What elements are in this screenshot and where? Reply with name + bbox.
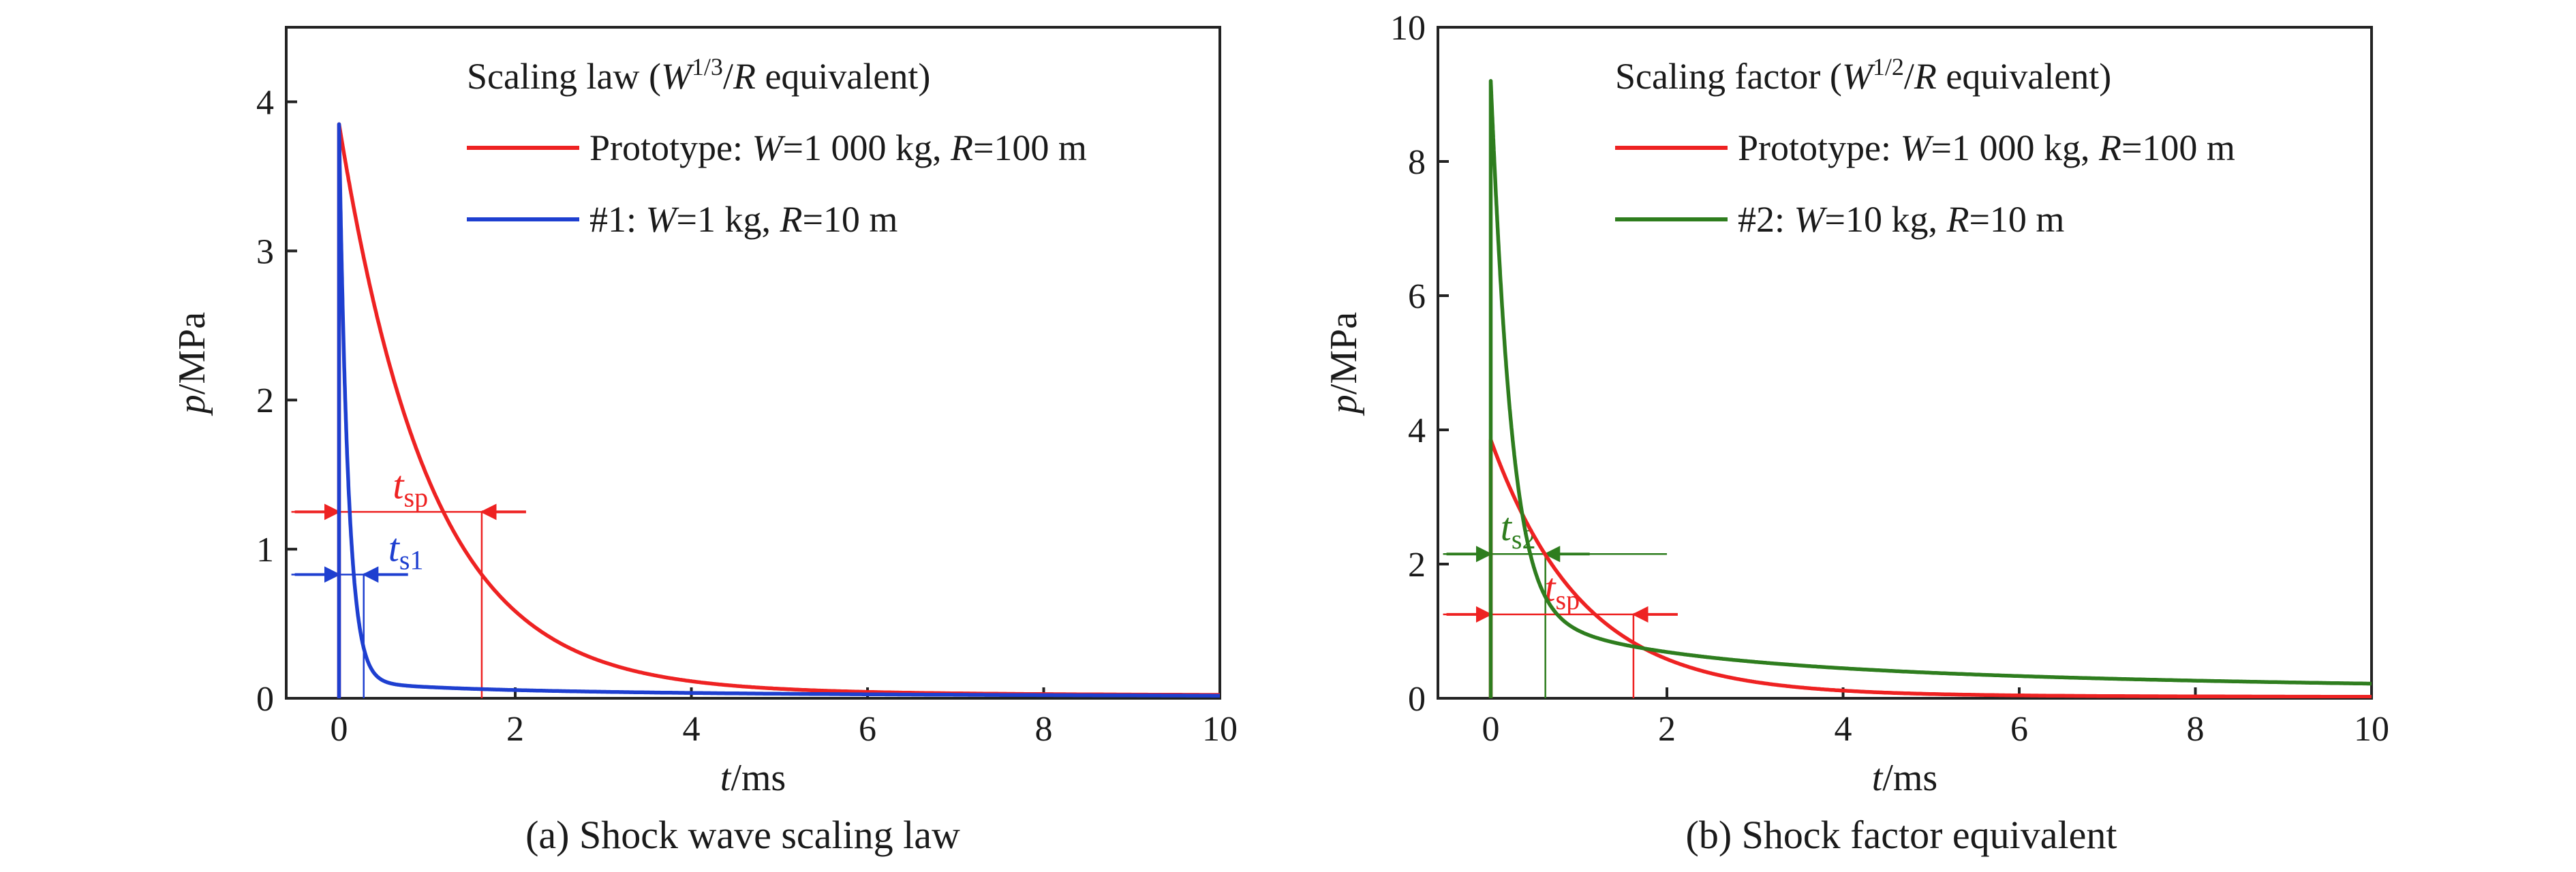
x-tick-label: 2 [1658, 710, 1676, 749]
y-tick-label: 2 [256, 382, 274, 420]
x-tick-label: 2 [506, 710, 524, 749]
x-tick-label: 4 [1835, 710, 1852, 749]
chart-caption: (b) Shock factor equivalent [1686, 813, 2117, 857]
annotation-ts1: ts1 [291, 525, 424, 698]
y-tick-label: 0 [256, 680, 274, 719]
x-tick-label: 8 [1035, 710, 1053, 749]
legend-label: Prototype: W=1 000 kg, R=100 m [1738, 127, 2235, 168]
legend-entry-prototype: Prototype: W=1 000 kg, R=100 m [1615, 127, 2235, 168]
annotation-label: tsp [393, 463, 428, 512]
y-tick-label: 4 [1408, 411, 1426, 450]
legend-title: Scaling law (W1/3/R equivalent) [467, 53, 930, 97]
y-tick-label: 6 [1408, 277, 1426, 316]
legend-entry-model1: #1: W=1 kg, R=10 m [467, 199, 898, 240]
legend-entry-prototype: Prototype: W=1 000 kg, R=100 m [467, 127, 1087, 168]
legend-label: #1: W=1 kg, R=10 m [589, 199, 898, 240]
plot-frame [1437, 26, 2373, 700]
legend-title: Scaling factor (W1/2/R equivalent) [1615, 53, 2111, 97]
legend-label: Prototype: W=1 000 kg, R=100 m [589, 127, 1087, 168]
legend-entry-model2: #2: W=10 kg, R=10 m [1615, 199, 2064, 240]
legend-label: #2: W=10 kg, R=10 m [1738, 199, 2064, 240]
x-tick-label: 6 [2010, 710, 2028, 749]
y-tick-label: 3 [256, 232, 274, 271]
y-axis-label: p/MPa [171, 312, 213, 416]
legend: Scaling factor (W1/2/R equivalent) Protot… [1615, 53, 2235, 240]
series-line-0 [1488, 438, 2372, 698]
y-axis-label: p/MPa [1323, 312, 1365, 416]
legend: Scaling law (W1/3/R equivalent) Prototype… [467, 53, 1087, 240]
x-tick-label: 6 [859, 710, 876, 749]
y-tick-label: 10 [1390, 9, 1426, 48]
chart-panel-a: 0 2 4 6 8 10 0 1 2 3 4 t/ms p/MPa (a) Shock wave scal… [171, 26, 1238, 857]
x-axis-label: t/ms [720, 757, 786, 799]
y-tick-label: 4 [256, 83, 274, 122]
series-line-1 [337, 122, 1220, 698]
annotation-label: ts1 [388, 525, 424, 575]
y-tick-label: 1 [256, 531, 274, 570]
y-tick-label: 2 [1408, 546, 1426, 585]
y-tick-label: 0 [1408, 680, 1426, 719]
series-line-1 [1488, 79, 2372, 698]
y-tick-label: 8 [1408, 143, 1426, 182]
x-tick-label: 8 [2187, 710, 2205, 749]
annotation-tsp: tsp [291, 463, 526, 698]
x-axis-label: t/ms [1872, 757, 1937, 799]
plot-frame [285, 26, 1221, 700]
annotation-tsp: tsp [1443, 565, 1678, 698]
x-tick-label: 10 [1202, 710, 1238, 749]
x-tick-label: 0 [1482, 710, 1500, 749]
x-tick-label: 4 [683, 710, 701, 749]
chart-caption: (a) Shock wave scaling law [525, 813, 960, 857]
x-tick-label: 10 [2354, 710, 2389, 749]
chart-panel-b: 0 2 4 6 8 10 0 2 4 6 8 10 t/ms p/MPa (b) Shock factor … [1323, 9, 2389, 857]
x-tick-label: 0 [331, 710, 348, 749]
